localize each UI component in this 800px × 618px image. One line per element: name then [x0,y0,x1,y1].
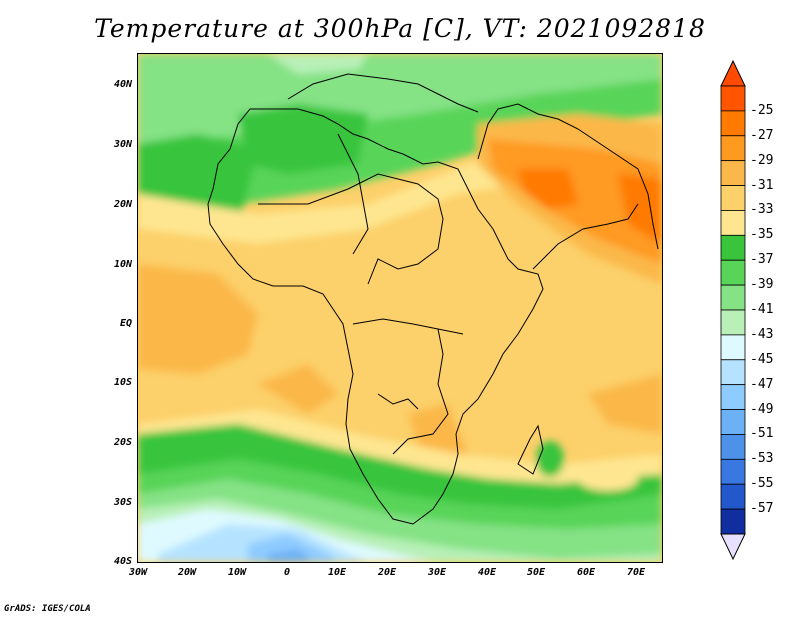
lat-label: EQ [119,318,132,329]
colorbar-level-label: -31 [750,177,774,193]
colorbar-level-label: -41 [750,302,774,317]
colorbar-level-label: -57 [750,501,774,517]
colorbar-box [720,359,746,386]
lon-label: 10E [327,567,347,578]
colorbar-box [720,458,746,485]
lon-label: 30E [427,567,447,578]
colorbar-level-label: -47 [750,376,774,392]
colorbar-bottom-triangle [720,533,746,560]
colorbar-box [720,185,746,211]
colorbar-box [720,85,746,112]
lat-label: 10S [113,377,132,388]
colorbar-top-triangle [720,60,746,87]
lon-label: 50E [526,567,546,578]
colorbar-box [720,483,746,510]
lon-label: 20W [177,567,197,578]
lon-label: 70E [626,567,646,578]
colorbar-box [720,284,746,311]
colorbar-level-label: -37 [750,252,774,268]
lon-label: 0 [283,567,291,578]
colorbar-level-label: -45 [750,351,774,367]
colorbar-box [720,409,746,435]
lat-label: 20N [113,199,132,210]
lat-label: 40S [113,556,132,567]
temperature-shading [138,54,662,562]
colorbar-box [720,110,746,137]
colorbar-level-label: -43 [750,326,774,342]
colorbar-level-label: -39 [750,277,774,293]
coastlines [207,73,659,525]
colorbar-level-label: -27 [750,127,774,143]
colorbar-box [720,309,746,336]
lat-label: 30S [113,497,132,508]
colorbar-level-label: -51 [750,426,774,442]
colorbar-box [720,384,746,410]
lon-label: 20E [377,567,397,578]
colorbar-box [720,160,746,186]
lat-label: 10N [113,259,132,270]
lat-label: 20S [113,437,132,448]
colorbar-box [720,334,746,361]
colorbar [720,60,746,560]
colorbar-box [720,234,746,261]
lon-label: 40E [477,567,497,578]
lon-label: 30W [128,567,148,578]
grads-credit: GrADS: IGES/COLA [4,604,91,614]
colorbar-level-label: -53 [750,451,774,467]
colorbar-box [720,135,746,162]
temperature-field [138,54,662,562]
colorbar-level-label: -25 [750,102,774,118]
lon-label: 10W [227,567,247,578]
lon-label: 60E [576,567,596,578]
colorbar-box [720,508,746,535]
colorbar-level-label: -49 [750,401,774,417]
temperature-map [137,53,663,563]
colorbar-level-label: -55 [750,476,774,492]
colorbar-level-label: -29 [750,152,774,168]
colorbar-level-label: -33 [750,202,774,218]
colorbar-box [720,434,746,460]
lat-label: 40N [113,79,132,90]
colorbar-box [720,259,746,286]
map-title: Temperature at 300hPa [C], VT: 202109281… [94,14,706,43]
lat-label: 30N [113,139,132,150]
colorbar-box [720,210,746,236]
colorbar-level-label: -35 [750,227,774,243]
